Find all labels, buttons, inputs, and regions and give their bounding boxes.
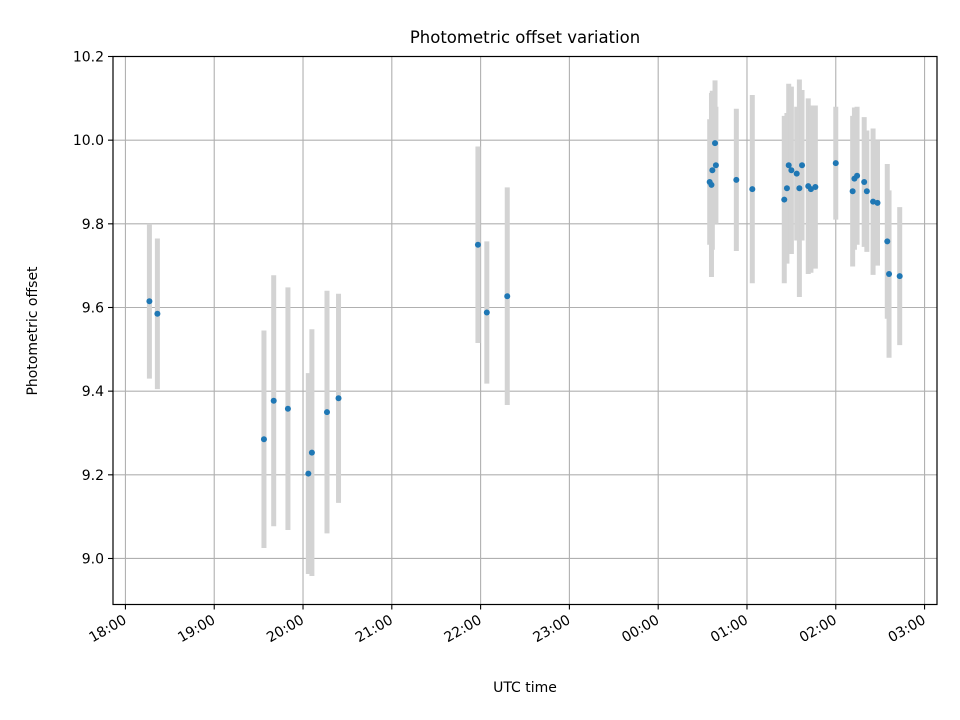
y-tick-label: 10.2: [73, 50, 104, 66]
data-point: [270, 397, 277, 404]
data-point: [323, 409, 330, 416]
data-point: [308, 449, 315, 456]
data-point: [785, 162, 792, 169]
data-point: [783, 185, 790, 192]
data-point: [854, 172, 861, 179]
data-point: [884, 238, 891, 245]
data-point: [483, 309, 490, 316]
data-point: [260, 436, 267, 443]
x-axis-label: UTC time: [493, 680, 557, 696]
data-point: [708, 181, 715, 188]
data-point: [793, 170, 800, 177]
data-point: [335, 395, 342, 402]
chart-title: Photometric offset variation: [410, 28, 640, 47]
y-tick-label: 9.2: [82, 468, 104, 484]
data-point: [832, 160, 839, 167]
point-layer: [146, 140, 903, 477]
data-point: [154, 310, 161, 317]
data-point: [733, 176, 740, 183]
plot-frame: [112, 55, 938, 606]
data-point: [849, 188, 856, 195]
data-point: [474, 241, 481, 248]
data-point: [749, 186, 756, 193]
data-point: [886, 271, 893, 278]
data-point: [712, 162, 719, 169]
data-point: [799, 162, 806, 169]
data-point: [812, 184, 819, 191]
data-point: [863, 188, 870, 195]
data-point: [788, 167, 795, 174]
data-point: [796, 185, 803, 192]
data-point: [305, 470, 312, 477]
data-point: [896, 273, 903, 280]
data-point: [712, 140, 719, 147]
y-axis-label: Photometric offset: [25, 266, 41, 396]
y-tick-label: 9.4: [82, 384, 104, 400]
data-point: [146, 298, 153, 305]
data-point: [874, 199, 881, 206]
data-point: [781, 196, 788, 203]
y-tick-label: 9.8: [82, 217, 104, 233]
y-tick-label: 9.0: [82, 551, 104, 567]
data-point: [284, 405, 291, 412]
data-point: [861, 178, 868, 185]
y-axis: 9.0 9.2 9.4 9.6 9.8 10.0 10.2: [73, 50, 113, 567]
y-tick-label: 9.6: [82, 300, 104, 316]
data-point: [504, 293, 511, 300]
y-tick-label: 10.0: [73, 133, 104, 149]
data-point: [709, 167, 716, 174]
